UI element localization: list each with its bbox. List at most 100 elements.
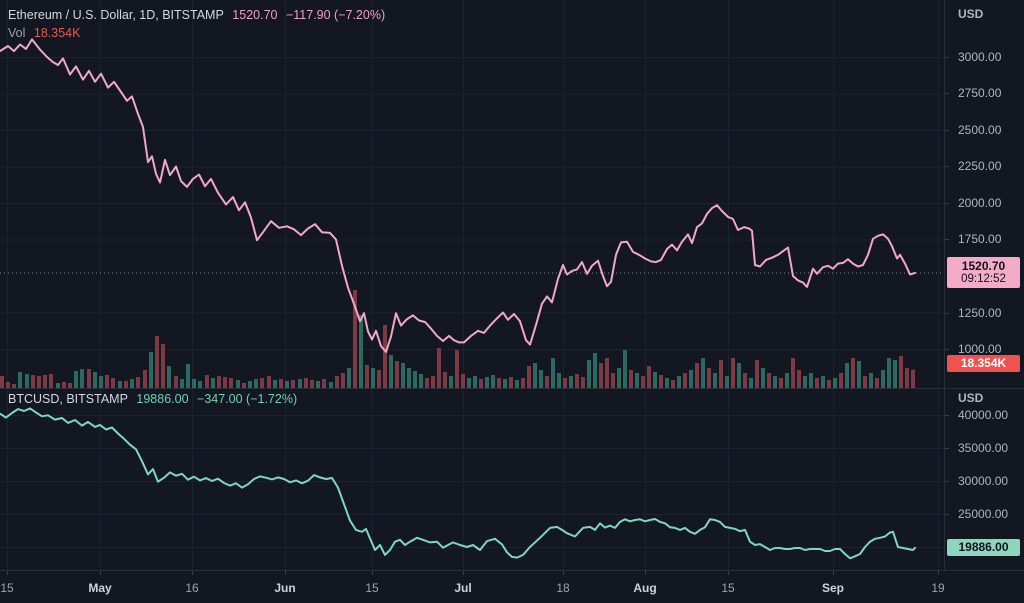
volume-bar (335, 376, 339, 388)
volume-bar (527, 366, 531, 388)
eth-legend-row: Ethereum / U.S. Dollar, 1D, BITSTAMP 152… (8, 8, 390, 22)
volume-bar (875, 378, 879, 388)
x-axis-label: 16 (185, 581, 199, 595)
volume-bar (105, 375, 109, 388)
volume-bar (341, 373, 345, 388)
volume-bar (713, 373, 717, 388)
volume-bar (149, 352, 153, 388)
volume-bar (192, 379, 196, 388)
y-axis-label: 1250.00 (958, 305, 1002, 320)
volume-bar (857, 361, 861, 388)
volume-bar (503, 379, 507, 388)
volume-bar (767, 373, 771, 388)
x-axis-tick (463, 571, 464, 575)
volume-bar (641, 376, 645, 388)
volume-bar (899, 356, 903, 388)
volume-bar (911, 369, 915, 388)
y-axis-tick (945, 239, 949, 241)
volume-bar (533, 363, 537, 388)
volume-bar (437, 348, 441, 388)
volume-bar (198, 381, 202, 388)
volume-bar (563, 378, 567, 388)
volume-bar (575, 374, 579, 388)
volume-bar (389, 355, 393, 388)
volume-bar (569, 376, 573, 388)
eth-change: −117.90 (−7.20%) (285, 8, 386, 22)
volume-bar (68, 383, 72, 388)
volume-bar (217, 376, 221, 388)
volume-bar (43, 375, 47, 388)
volume-bar (665, 378, 669, 388)
volume-bar (99, 376, 103, 388)
volume-bar (785, 373, 789, 388)
y-axis-label: 2750.00 (958, 86, 1002, 101)
volume-bar (12, 384, 16, 388)
volume-bar (521, 378, 525, 388)
y-axis-label: 2500.00 (958, 122, 1002, 137)
volume-bar (56, 383, 60, 388)
volume-bar (205, 375, 209, 388)
volume-bar (49, 374, 53, 388)
volume-bar (617, 368, 621, 388)
volume-bar (449, 376, 453, 388)
btc-symbol-title[interactable]: BTCUSD, BITSTAMP (8, 392, 128, 406)
volume-bar (174, 376, 178, 388)
pane1-currency-label: USD (958, 7, 984, 21)
volume-bar (659, 375, 663, 388)
pane-divider[interactable] (0, 388, 1024, 389)
volume-bar (371, 368, 375, 388)
volume-bar (515, 380, 519, 388)
volume-bar (118, 381, 122, 388)
volume-bar (329, 382, 333, 388)
volume-bar (707, 368, 711, 388)
y-axis-tick (945, 312, 949, 314)
x-axis-tick (100, 571, 101, 575)
y-axis-tick (945, 56, 949, 58)
x-axis-tick (645, 571, 646, 575)
volume-bar (211, 378, 215, 388)
x-axis-label: 15 (365, 581, 379, 595)
volume-bar (180, 379, 184, 388)
y-axis-tick (945, 514, 949, 516)
volume-bar (87, 369, 91, 388)
volume-bar (827, 380, 831, 388)
volume-bar (365, 365, 369, 388)
price-axis[interactable]: USD USD 1520.70 09:12:52 18.354K 19886.0… (944, 0, 1024, 570)
volume-bar (18, 372, 22, 388)
volume-bar (815, 378, 819, 388)
volume-bar (353, 290, 357, 388)
volume-bar (6, 382, 10, 388)
eth-price-line (0, 38, 916, 353)
y-axis-tick (945, 448, 949, 449)
volume-bar (647, 366, 651, 388)
volume-bar (803, 376, 807, 388)
volume-bar (623, 350, 627, 388)
volume-bar (893, 360, 897, 388)
volume-bar (242, 383, 246, 388)
volume-bar (881, 370, 885, 388)
volume-last-value: 18.354K (33, 26, 81, 40)
volume-bar (155, 336, 159, 388)
volume-bar (291, 380, 295, 388)
x-axis-label: Sep (821, 581, 844, 595)
volume-bar (485, 377, 489, 388)
volume-bar (93, 372, 97, 388)
eth-symbol-title[interactable]: Ethereum / U.S. Dollar, 1D, BITSTAMP (8, 8, 224, 22)
eth-last-price: 1520.70 (232, 8, 278, 22)
volume-bar (461, 374, 465, 388)
volume-bar (761, 368, 765, 388)
volume-bar (743, 373, 747, 388)
y-axis-label: 1000.00 (958, 342, 1002, 356)
volume-bar (599, 363, 603, 388)
chart-surface[interactable] (0, 0, 944, 570)
volume-bar (383, 325, 387, 388)
volume-bar (539, 370, 543, 388)
y-axis-label: 30000.00 (958, 474, 1009, 489)
chart-canvas (0, 0, 944, 570)
volume-indicator-title[interactable]: Vol (8, 26, 26, 40)
volume-bar (413, 371, 417, 388)
time-axis[interactable]: 15 May 16 Jun 15 Jul 18 Aug 15 Sep 19 (0, 570, 1024, 603)
volume-bar (124, 381, 128, 388)
y-axis-tick (945, 166, 949, 168)
